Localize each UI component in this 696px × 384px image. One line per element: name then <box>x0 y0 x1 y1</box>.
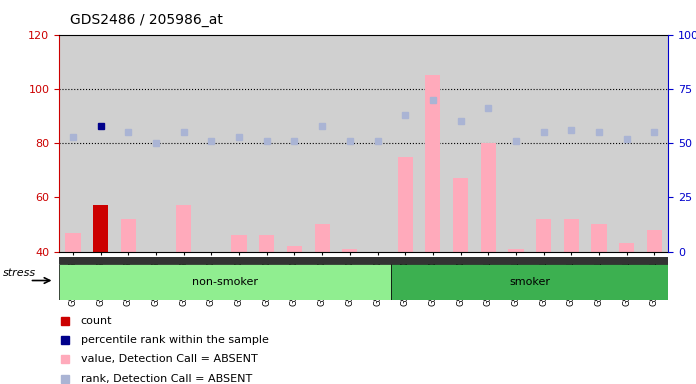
Bar <box>391 264 668 300</box>
Text: non-smoker: non-smoker <box>192 277 258 287</box>
Bar <box>204 252 219 360</box>
Bar <box>419 35 447 252</box>
Bar <box>364 35 391 252</box>
Text: percentile rank within the sample: percentile rank within the sample <box>81 335 269 345</box>
Bar <box>425 75 441 360</box>
Bar <box>87 35 115 252</box>
Bar <box>502 35 530 252</box>
Text: count: count <box>81 316 112 326</box>
Bar <box>176 205 191 360</box>
Bar <box>585 35 612 252</box>
Bar <box>592 224 607 360</box>
Bar <box>308 35 336 252</box>
Bar <box>342 249 358 360</box>
Bar <box>315 224 330 360</box>
Bar <box>564 219 579 360</box>
Bar <box>59 264 391 300</box>
Text: smoker: smoker <box>509 277 551 287</box>
Bar <box>226 35 253 252</box>
Bar <box>170 35 198 252</box>
Bar <box>391 35 419 252</box>
Bar <box>59 35 87 252</box>
Bar <box>259 235 274 360</box>
Bar <box>336 35 364 252</box>
Bar <box>280 35 308 252</box>
Bar <box>557 35 585 252</box>
Bar <box>148 252 164 360</box>
Bar <box>481 143 496 360</box>
Bar <box>287 246 302 360</box>
Bar <box>142 35 170 252</box>
Bar <box>530 35 557 252</box>
Bar <box>93 205 109 360</box>
Bar <box>640 35 668 252</box>
Bar <box>475 35 502 252</box>
Bar <box>65 233 81 360</box>
Bar <box>536 219 551 360</box>
Text: stress: stress <box>3 268 36 278</box>
Bar <box>397 157 413 360</box>
Bar <box>115 35 142 252</box>
Bar <box>647 230 662 360</box>
Bar <box>232 235 246 360</box>
Bar <box>253 35 280 252</box>
Text: rank, Detection Call = ABSENT: rank, Detection Call = ABSENT <box>81 374 252 384</box>
Bar <box>612 35 640 252</box>
Bar <box>198 35 226 252</box>
Text: GDS2486 / 205986_at: GDS2486 / 205986_at <box>70 13 223 27</box>
Bar <box>120 219 136 360</box>
Text: value, Detection Call = ABSENT: value, Detection Call = ABSENT <box>81 354 258 364</box>
Bar <box>370 252 385 360</box>
Bar <box>508 249 523 360</box>
Bar <box>619 243 634 360</box>
Bar <box>447 35 475 252</box>
Bar <box>453 178 468 360</box>
